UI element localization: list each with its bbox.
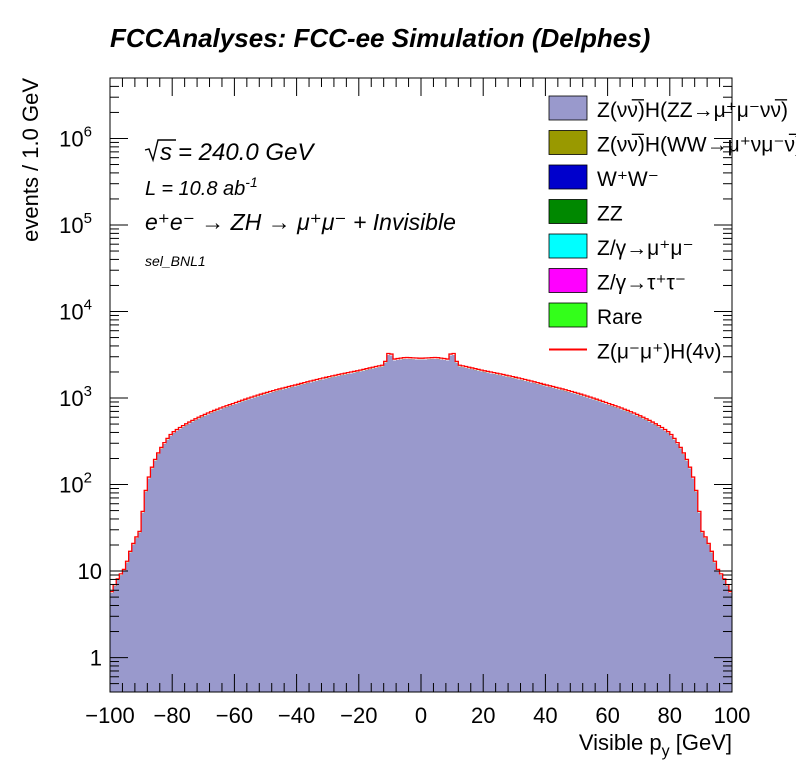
legend-label-ztautau: Z/γ→τ⁺τ⁻ (597, 272, 686, 295)
legend-label-zz: ZZ (597, 203, 623, 226)
legend-label-hzz: Z(νν̅)H(ZZ→μ⁺μ⁻νν̅) (597, 99, 788, 122)
y-tick-label: 105 (59, 210, 92, 238)
x-axis-label-subscript: y (662, 743, 670, 760)
y-tick-base: 10 (59, 300, 83, 325)
y-tick-label: 1 (90, 646, 102, 671)
stacked-histograms (110, 354, 732, 692)
legend-swatch-zz (548, 199, 588, 224)
y-tick-exponent: 5 (84, 210, 92, 227)
luminosity-exponent: -1 (245, 174, 257, 190)
annotations: s = 240.0 GeV L = 10.8 ab-1 e⁺e⁻ → ZH → … (144, 139, 456, 269)
x-tick-label: 80 (658, 703, 682, 728)
luminosity-value: L = 10.8 ab (145, 178, 245, 200)
y-tick-label: 104 (59, 297, 92, 325)
legend-swatch-hww (548, 130, 588, 155)
legend-label-signal: Z(μ⁻μ⁺)H(4ν) (597, 341, 722, 364)
process-label: e⁺e⁻ → ZH → μ⁺μ⁻ + Invisible (145, 209, 456, 235)
y-axis-label: events / 1.0 GeV (18, 78, 43, 242)
y-tick-exponent: 3 (84, 383, 92, 400)
x-tick-label: −20 (340, 703, 377, 728)
sqrt-s-variable: s (160, 139, 172, 166)
y-tick-label: 10 (78, 559, 102, 584)
signal-histogram (110, 352, 732, 593)
x-tick-label: 60 (595, 703, 619, 728)
legend-swatch-hzz (548, 95, 588, 121)
y-tick-base: 10 (59, 386, 83, 411)
selection-label: sel_BNL1 (145, 253, 206, 269)
y-tick-exponent: 2 (84, 470, 92, 487)
x-tick-label: 20 (471, 703, 495, 728)
legend-label-rare: Rare (597, 306, 643, 329)
histogram-hzz (110, 354, 732, 692)
x-tick-label: −100 (85, 703, 135, 728)
sqrt-symbol (144, 139, 176, 163)
y-tick-label: 106 (59, 123, 92, 151)
plot-area: −100 −80 −60 −40 −20 0 20 40 60 80 100 11010210310… (59, 77, 750, 728)
y-tick-base: 10 (59, 213, 83, 238)
legend-label-hww: Z(νν̅)H(WW→μ⁺νμ⁻ν̅) (597, 134, 796, 157)
y-tick-base: 10 (59, 473, 83, 498)
legend: Z(νν̅)H(ZZ→μ⁺μ⁻νν̅) Z(νν̅)H(WW→μ⁺νμ⁻ν̅) W⁺… (548, 95, 796, 364)
x-tick-label: −80 (154, 703, 191, 728)
x-tick-label: 40 (533, 703, 557, 728)
sqrt-s-label: s = 240.0 GeV (144, 139, 315, 166)
y-tick-base: 10 (59, 126, 83, 151)
x-tick-label: −40 (278, 703, 315, 728)
legend-label-zmumu: Z/γ→μ⁺μ⁻ (597, 237, 694, 260)
x-axis-ticks: −100 −80 −60 −40 −20 0 20 40 60 80 100 (85, 78, 750, 728)
legend-label-ww: W⁺W⁻ (597, 168, 659, 191)
legend-swatch-rare (548, 302, 588, 328)
legend-swatch-ww (548, 164, 588, 190)
x-axis-label-unit: [GeV] (670, 730, 732, 755)
x-tick-label: 0 (415, 703, 427, 728)
legend-swatch-ztautau (548, 268, 588, 293)
sqrt-s-value: = 240.0 GeV (178, 139, 315, 166)
y-tick-label: 103 (59, 383, 92, 411)
chart-title: FCCAnalyses: FCC-ee Simulation (Delphes) (110, 23, 650, 53)
y-tick-exponent: 6 (84, 123, 92, 140)
x-tick-label: −60 (216, 703, 253, 728)
legend-swatch-zmumu (548, 233, 588, 259)
y-tick-label: 102 (59, 470, 92, 498)
x-tick-label: 100 (714, 703, 751, 728)
signal-line (110, 352, 732, 593)
luminosity-label: L = 10.8 ab-1 (145, 174, 258, 200)
y-tick-exponent: 4 (84, 297, 92, 314)
x-axis-label: Visible py [GeV] (579, 730, 732, 760)
